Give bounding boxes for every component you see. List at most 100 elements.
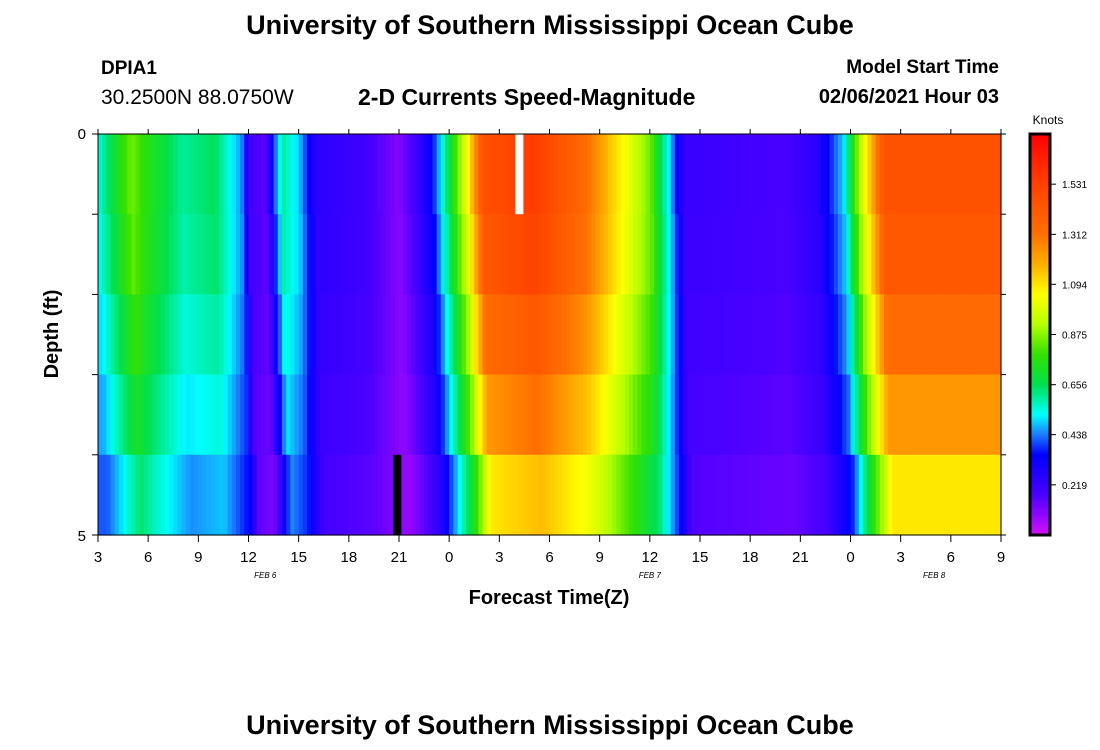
heatmap-cell bbox=[511, 374, 517, 456]
heatmap-cell bbox=[712, 214, 718, 295]
heatmap-cell bbox=[946, 374, 952, 456]
heatmap-cell bbox=[846, 454, 852, 536]
heatmap-cell bbox=[294, 454, 300, 536]
heatmap-cell bbox=[290, 214, 296, 295]
heatmap-cell bbox=[670, 294, 676, 376]
heatmap-cell bbox=[883, 374, 889, 456]
heatmap-cell bbox=[470, 214, 475, 295]
heatmap-cell bbox=[390, 294, 396, 376]
heatmap-cell bbox=[449, 294, 454, 376]
chart-subtitle: 2-D Currents Speed-Magnitude bbox=[358, 84, 696, 110]
heatmap-cell bbox=[741, 214, 747, 295]
heatmap-cell bbox=[528, 454, 534, 536]
heatmap-cell bbox=[327, 214, 333, 295]
heatmap-cell bbox=[432, 454, 438, 536]
heatmap-cell bbox=[737, 134, 743, 215]
heatmap-cell bbox=[256, 214, 262, 295]
heatmap-cell bbox=[917, 214, 923, 295]
heatmap-cell bbox=[695, 454, 701, 536]
heatmap-cell bbox=[311, 214, 316, 295]
heatmap-cell bbox=[302, 294, 308, 376]
heatmap-cell bbox=[934, 214, 939, 295]
heatmap-cell bbox=[984, 214, 990, 295]
heatmap-cell bbox=[787, 214, 793, 295]
heatmap-cell bbox=[762, 454, 768, 536]
heatmap-cell bbox=[106, 214, 112, 295]
heatmap-cell bbox=[219, 134, 225, 215]
heatmap-cell bbox=[198, 374, 204, 456]
heatmap-cell bbox=[499, 374, 505, 456]
heatmap-cell bbox=[411, 374, 417, 456]
heatmap-cell bbox=[825, 214, 831, 295]
heatmap-cell bbox=[432, 134, 438, 215]
heatmap-cell bbox=[169, 454, 174, 536]
heatmap-cell bbox=[520, 214, 526, 295]
heatmap-cell bbox=[281, 374, 287, 456]
heatmap-cell bbox=[729, 294, 735, 376]
heatmap-cell bbox=[536, 294, 542, 376]
x-tick-label: 3 bbox=[896, 549, 904, 566]
heatmap-cell bbox=[662, 134, 668, 215]
heatmap-cell bbox=[123, 214, 128, 295]
heatmap-cell bbox=[499, 214, 505, 295]
heatmap-cell bbox=[837, 294, 843, 376]
heatmap-cell bbox=[298, 214, 304, 295]
heatmap-cell bbox=[963, 294, 969, 376]
heatmap-cell bbox=[148, 214, 153, 295]
heatmap-cell bbox=[833, 294, 839, 376]
heatmap-cell bbox=[766, 454, 772, 536]
heatmap-cell bbox=[507, 294, 513, 376]
heatmap-cell bbox=[340, 294, 346, 376]
heatmap-cell bbox=[691, 214, 697, 295]
heatmap-cell bbox=[704, 294, 709, 376]
heatmap-cell bbox=[532, 454, 538, 536]
heatmap-cell bbox=[649, 134, 655, 215]
heatmap-cell bbox=[842, 134, 847, 215]
heatmap-cell bbox=[419, 374, 425, 456]
heatmap-cell bbox=[704, 134, 709, 215]
heatmap-cell bbox=[269, 454, 275, 536]
heatmap-cell bbox=[929, 294, 935, 376]
heatmap-cell bbox=[645, 374, 651, 456]
heatmap-cell bbox=[102, 214, 107, 295]
heatmap-cell bbox=[210, 454, 216, 536]
heatmap-cell bbox=[482, 374, 488, 456]
heatmap-cell bbox=[766, 214, 772, 295]
heatmap-cell bbox=[608, 134, 613, 215]
heatmap-cell bbox=[850, 374, 856, 456]
heatmap-cell bbox=[729, 374, 735, 456]
heatmap-cell bbox=[754, 454, 760, 536]
heatmap-cell bbox=[654, 134, 659, 215]
heatmap-cell bbox=[319, 454, 325, 536]
heatmap-cell bbox=[528, 294, 534, 376]
heatmap-cell bbox=[457, 294, 463, 376]
heatmap-cell bbox=[373, 134, 379, 215]
heatmap-cell bbox=[223, 454, 229, 536]
heatmap-cell bbox=[524, 294, 530, 376]
heatmap-cell bbox=[934, 134, 939, 215]
heatmap-cell bbox=[532, 374, 538, 456]
heatmap-cell bbox=[700, 294, 705, 376]
heatmap-cell bbox=[118, 454, 124, 536]
heatmap-cell bbox=[674, 374, 680, 456]
heatmap-cell bbox=[273, 374, 279, 456]
heatmap-cell bbox=[261, 374, 266, 456]
heatmap-cell bbox=[156, 454, 162, 536]
heatmap-cell bbox=[904, 214, 910, 295]
heatmap-cell bbox=[955, 214, 960, 295]
heatmap-cell bbox=[758, 134, 764, 215]
heatmap-cell bbox=[967, 294, 973, 376]
heatmap-cell bbox=[474, 454, 480, 536]
heatmap-cell bbox=[127, 454, 133, 536]
heatmap-cell bbox=[189, 294, 195, 376]
heatmap-cell bbox=[904, 294, 910, 376]
heatmap-cell bbox=[164, 374, 170, 456]
heatmap-cell bbox=[921, 294, 927, 376]
heatmap-cell bbox=[457, 214, 463, 295]
heatmap-cell bbox=[235, 374, 241, 456]
heatmap-cell bbox=[319, 294, 325, 376]
heatmap-cell bbox=[591, 134, 597, 215]
heatmap-cell bbox=[424, 294, 429, 376]
heatmap-cell bbox=[854, 294, 860, 376]
heatmap-cell bbox=[511, 214, 517, 295]
